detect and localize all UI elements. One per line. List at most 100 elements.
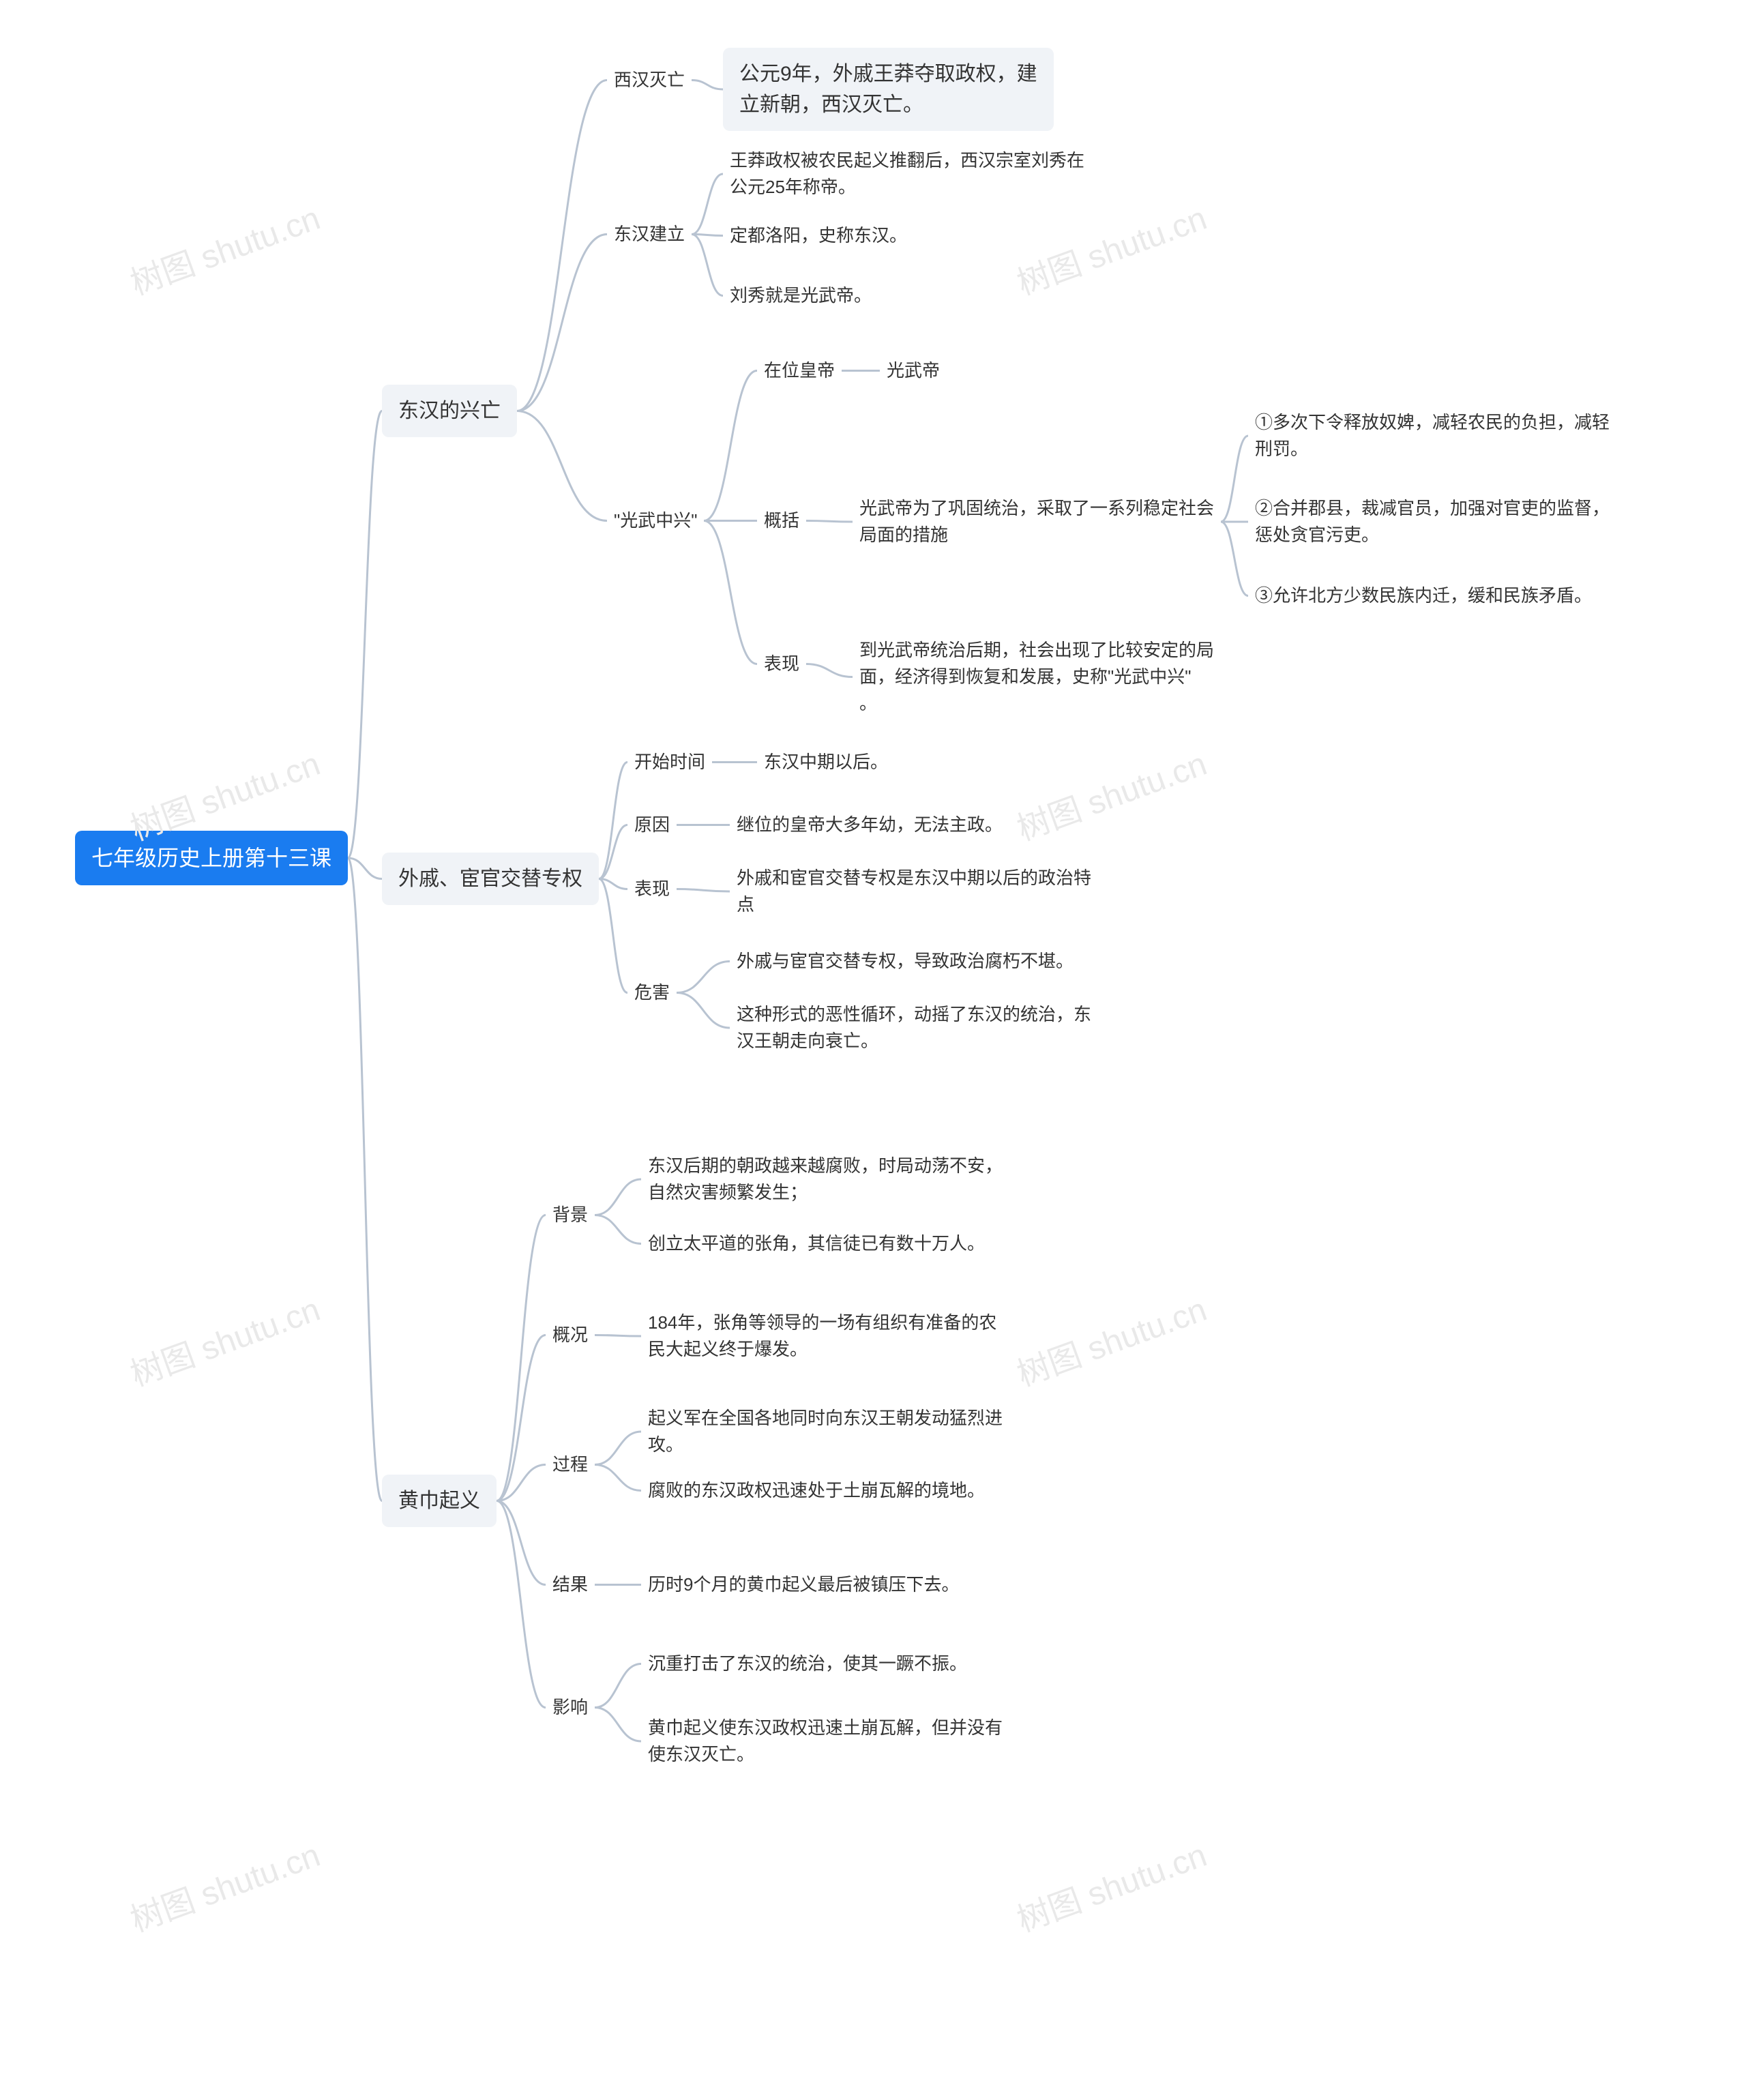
node-b1b2: 定都洛阳，史称东汉。 xyxy=(723,220,914,252)
node-label: 184年，张角等领导的一场有组织有准备的农 民大起义终于爆发。 xyxy=(648,1312,996,1359)
edge-b3-b3b xyxy=(497,1335,546,1501)
node-b2a: 开始时间 xyxy=(627,746,712,778)
node-label: 表现 xyxy=(634,878,670,899)
edge-b3a-b3a2 xyxy=(595,1215,641,1244)
node-b1c_k2: 概括 xyxy=(757,505,806,537)
edge-b1c-b1c_k1 xyxy=(704,371,757,521)
edge-b1-b1c xyxy=(517,411,607,521)
node-label: 创立太平道的张角，其信徒已有数十万人。 xyxy=(648,1233,985,1254)
watermark-text: 树图 shutu.cn xyxy=(126,1292,325,1393)
watermark: 树图 shutu.cn xyxy=(1009,737,1212,850)
node-root: 七年级历史上册第十三课 xyxy=(75,831,348,885)
edge-b1c_k3-b1c_k3v xyxy=(806,664,853,677)
node-b3d1: 历时9个月的黄巾起义最后被镇压下去。 xyxy=(641,1569,966,1601)
edge-b3e-b3e1 xyxy=(595,1664,641,1708)
node-label: ③允许北方少数民族内迁，缓和民族矛盾。 xyxy=(1255,585,1592,606)
node-label: 这种形式的恶性循环，动摇了东汉的统治，东 汉王朝走向衰亡。 xyxy=(737,1004,1091,1051)
edge-b3a-b3a1 xyxy=(595,1179,641,1215)
node-b3c2: 腐败的东汉政权迅速处于土崩瓦解的境地。 xyxy=(641,1475,992,1507)
watermark: 树图 shutu.cn xyxy=(1009,192,1212,304)
node-b3b: 概况 xyxy=(546,1319,595,1351)
node-b2c: 表现 xyxy=(627,873,677,905)
node-b1: 东汉的兴亡 xyxy=(382,385,517,437)
node-label: 影响 xyxy=(552,1697,588,1717)
node-label: 概况 xyxy=(552,1325,588,1345)
edge-b1c-b1c_k3 xyxy=(704,521,757,664)
node-b1c: "光武中兴" xyxy=(607,505,704,537)
edge-b2d-b2d2 xyxy=(677,993,730,1029)
node-label: "光武中兴" xyxy=(614,510,697,531)
node-label: 结果 xyxy=(552,1574,588,1595)
watermark-text: 树图 shutu.cn xyxy=(1013,1292,1211,1393)
edge-b2c-b2c1 xyxy=(677,889,730,892)
edge-b3e-b3e2 xyxy=(595,1708,641,1742)
edge-b3-b3a xyxy=(497,1215,546,1501)
edge-b3c-b3c1 xyxy=(595,1432,641,1465)
node-label: 王莽政权被农民起义推翻后，西汉宗室刘秀在 公元25年称帝。 xyxy=(730,150,1084,197)
node-label: 定都洛阳，史称东汉。 xyxy=(730,225,907,246)
node-label: 东汉后期的朝政越来越腐败，时局动荡不安， 自然灾害频繁发生； xyxy=(648,1155,1003,1202)
node-label: 外戚与宦官交替专权，导致政治腐朽不堪。 xyxy=(737,951,1074,971)
watermark-text: 树图 shutu.cn xyxy=(126,201,325,302)
edge-root-b2 xyxy=(348,858,382,879)
node-b3e1: 沉重打击了东汉的统治，使其一蹶不振。 xyxy=(641,1648,974,1680)
node-b3e2: 黄巾起义使东汉政权迅速土崩瓦解，但并没有 使东汉灭亡。 xyxy=(641,1712,1009,1771)
edge-b2-b2d xyxy=(599,879,627,993)
node-b3c: 过程 xyxy=(546,1449,595,1481)
watermark: 树图 shutu.cn xyxy=(1009,1283,1212,1395)
watermark: 树图 shutu.cn xyxy=(123,192,325,304)
node-label: 起义军在全国各地同时向东汉王朝发动猛烈进 攻。 xyxy=(648,1408,1003,1455)
node-label: 沉重打击了东汉的统治，使其一蹶不振。 xyxy=(648,1653,967,1674)
node-label: 七年级历史上册第十三课 xyxy=(91,846,331,870)
watermark-text: 树图 shutu.cn xyxy=(1013,746,1211,848)
edge-b1b-b1b1 xyxy=(692,174,723,235)
node-label: 黄巾起义 xyxy=(398,1490,480,1512)
node-b3a2: 创立太平道的张角，其信徒已有数十万人。 xyxy=(641,1228,992,1260)
node-label: ①多次下令释放奴婢，减轻农民的负担，减轻 刑罚。 xyxy=(1255,412,1610,459)
node-b1c_k1v: 光武帝 xyxy=(880,355,947,387)
node-label: 东汉建立 xyxy=(614,224,685,244)
edge-b3-b3e xyxy=(497,1501,546,1708)
node-b3a1: 东汉后期的朝政越来越腐败，时局动荡不安， 自然灾害频繁发生； xyxy=(641,1150,1009,1209)
edge-b2d-b2d1 xyxy=(677,962,730,993)
node-b1c_k3: 表现 xyxy=(757,648,806,680)
node-b3a: 背景 xyxy=(546,1199,595,1231)
edge-b1-b1b xyxy=(517,235,607,411)
node-b1a: 西汉灭亡 xyxy=(607,64,692,96)
node-label: 继位的皇帝大多年幼，无法主政。 xyxy=(737,814,1003,835)
node-b1c_k1: 在位皇帝 xyxy=(757,355,842,387)
node-label: 西汉灭亡 xyxy=(614,70,685,90)
edge-b2-b2c xyxy=(599,879,627,889)
node-b1b: 东汉建立 xyxy=(607,218,692,250)
node-b3c1: 起义军在全国各地同时向东汉王朝发动猛烈进 攻。 xyxy=(641,1402,1009,1461)
node-b2d: 危害 xyxy=(627,977,677,1009)
node-b2b: 原因 xyxy=(627,809,677,841)
watermark-text: 树图 shutu.cn xyxy=(126,1837,325,1939)
edge-b1c_k2-b1c_k2v xyxy=(806,521,853,522)
node-label: 危害 xyxy=(634,982,670,1003)
node-label: 腐败的东汉政权迅速处于土崩瓦解的境地。 xyxy=(648,1480,985,1500)
edge-b3c-b3c2 xyxy=(595,1465,641,1491)
edge-b1c_k2v-b1c_k2a xyxy=(1221,436,1248,522)
watermark: 树图 shutu.cn xyxy=(1009,1829,1212,1941)
watermark: 树图 shutu.cn xyxy=(123,1829,325,1941)
node-label: 光武帝 xyxy=(887,360,940,381)
node-label: 背景 xyxy=(552,1204,588,1225)
node-label: 刘秀就是光武帝。 xyxy=(730,285,872,306)
edge-b2-b2b xyxy=(599,825,627,879)
node-b1c_k3v: 到光武帝统治后期，社会出现了比较安定的局 面，经济得到恢复和发展，史称"光武中兴… xyxy=(853,634,1221,720)
node-label: 历时9个月的黄巾起义最后被镇压下去。 xyxy=(648,1574,959,1595)
mindmap-canvas: 七年级历史上册第十三课东汉的兴亡外戚、宦官交替专权黄巾起义西汉灭亡公元9年，外戚… xyxy=(0,0,1746,2100)
node-b1c_k2b: ②合并郡县，裁减官员，加强对官吏的监督， 惩处贪官污吏。 xyxy=(1248,492,1616,551)
node-b3e: 影响 xyxy=(546,1691,595,1724)
node-b1c_k2c: ③允许北方少数民族内迁，缓和民族矛盾。 xyxy=(1248,580,1599,612)
node-label: 到光武帝统治后期，社会出现了比较安定的局 面，经济得到恢复和发展，史称"光武中兴… xyxy=(859,640,1214,713)
edge-root-b1 xyxy=(348,411,382,859)
node-label: 概括 xyxy=(764,510,799,531)
watermark-text: 树图 shutu.cn xyxy=(1013,201,1211,302)
node-label: 表现 xyxy=(764,653,799,674)
node-label: 公元9年，外戚王莽夺取政权，建 立新朝，西汉灭亡。 xyxy=(739,63,1037,116)
node-b1b3: 刘秀就是光武帝。 xyxy=(723,280,878,312)
node-b1c_k2a: ①多次下令释放奴婢，减轻农民的负担，减轻 刑罚。 xyxy=(1248,406,1616,465)
node-b2d2: 这种形式的恶性循环，动摇了东汉的统治，东 汉王朝走向衰亡。 xyxy=(730,999,1098,1057)
